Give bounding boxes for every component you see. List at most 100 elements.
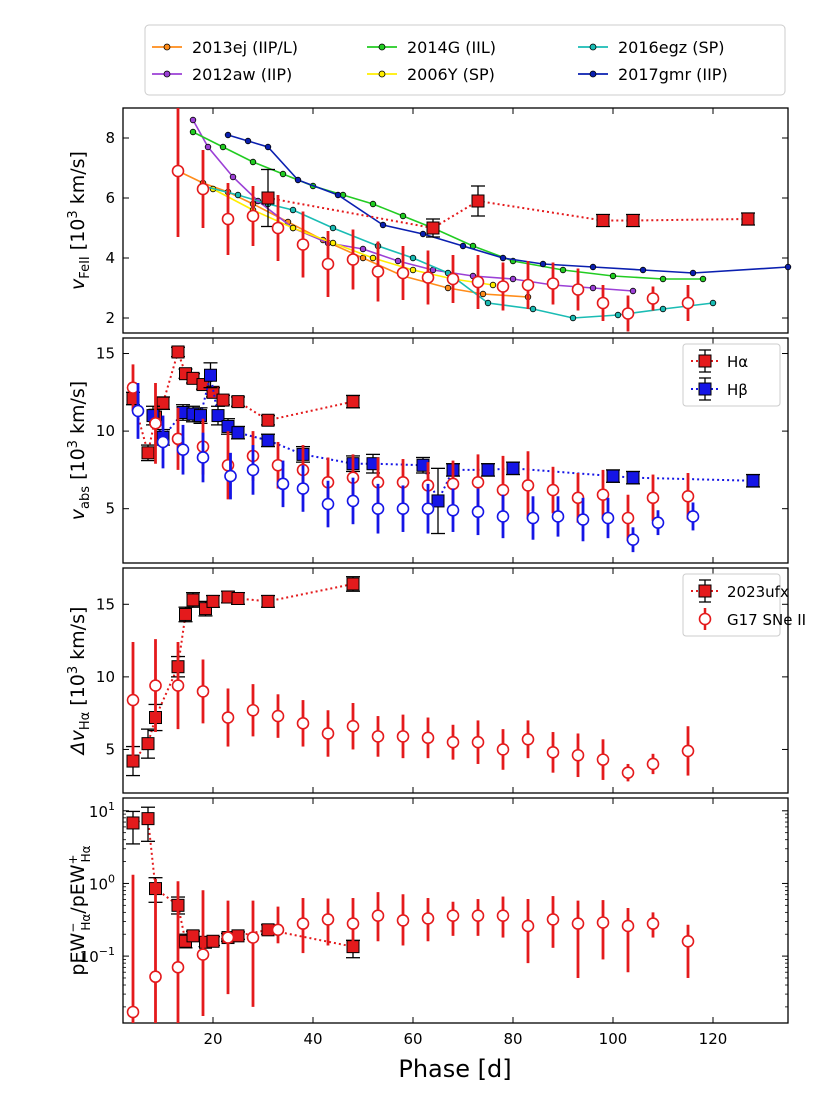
y-axis-label-end: km/s] (67, 151, 89, 210)
data-point (246, 703, 260, 717)
data-point (149, 417, 162, 430)
top-legend-box (144, 24, 786, 96)
data-point (521, 919, 535, 933)
series-g17-sne-ii (126, 639, 695, 782)
data-point (346, 577, 360, 591)
data-point (589, 263, 597, 271)
data-point (244, 137, 252, 145)
x-tick-label: 40 (303, 1030, 322, 1048)
data-point (156, 435, 170, 449)
y-tick-label: 100 (89, 872, 115, 893)
data-point (126, 693, 140, 707)
data-point (126, 816, 140, 830)
data-point (659, 305, 667, 313)
data-point (369, 200, 377, 208)
y-tick-label-exp: −1 (99, 945, 115, 958)
y-tick-label: 6 (105, 189, 115, 207)
data-point (371, 502, 385, 515)
data-point (196, 451, 210, 464)
data-point (171, 679, 185, 692)
data-point (276, 477, 290, 491)
data-point (224, 469, 237, 483)
data-point (571, 283, 585, 296)
data-point (264, 143, 272, 151)
top-legend-marker (378, 43, 386, 51)
data-point (156, 396, 170, 410)
data-point (446, 272, 460, 286)
data-point (606, 469, 620, 483)
data-point (646, 491, 660, 505)
data-point (271, 923, 285, 937)
data-point (479, 290, 487, 298)
data-point (646, 917, 660, 930)
series-2023ufx (126, 576, 360, 777)
legend-label: Hα (727, 353, 748, 371)
data-point (296, 238, 310, 251)
data-point (446, 503, 460, 517)
y-tick-label: 10 (96, 422, 115, 440)
axes-frame (122, 797, 789, 1024)
data-point (396, 266, 410, 280)
legend-marker (698, 382, 712, 396)
data-point (529, 305, 537, 313)
data-point (521, 732, 535, 746)
data-point (359, 245, 367, 253)
data-point (741, 212, 755, 226)
data-point (496, 280, 510, 293)
data-point (204, 368, 217, 382)
data-point (596, 916, 610, 929)
data-point (261, 594, 275, 608)
data-point (431, 494, 445, 508)
top-legend-marker (163, 70, 171, 78)
data-point (394, 257, 402, 265)
data-point (189, 116, 197, 124)
data-point (141, 812, 155, 826)
data-point (321, 727, 335, 740)
data-point (546, 913, 560, 926)
data-point (206, 934, 220, 948)
data-point (646, 292, 660, 305)
data-point (621, 766, 635, 779)
y-axis-label-sup: − (66, 923, 80, 933)
y-axis-label-end: km/s] (67, 381, 89, 440)
data-point (546, 483, 560, 497)
y-axis-label: vFeII [103 km/s] (66, 151, 93, 290)
data-point (321, 257, 335, 271)
data-point (196, 182, 210, 196)
data-point (346, 719, 360, 733)
data-point (261, 191, 275, 205)
data-point (409, 266, 417, 274)
data-point (621, 307, 635, 320)
data-point (539, 260, 547, 268)
data-point (681, 489, 695, 503)
legend-marker (698, 584, 712, 598)
data-point (681, 744, 695, 758)
data-point (484, 299, 492, 307)
data-point (296, 717, 310, 730)
y-tick-label-base: 10 (89, 875, 108, 893)
top-legend-label: 2017gmr (IIP) (618, 65, 728, 84)
data-point (471, 505, 485, 519)
data-point (686, 510, 700, 523)
data-point (471, 476, 485, 489)
data-point (496, 909, 510, 922)
data-point (596, 296, 610, 310)
data-point (646, 757, 660, 771)
data-point (224, 131, 232, 139)
data-point (246, 209, 260, 223)
data-point (496, 743, 510, 756)
data-point (521, 278, 535, 292)
data-point (421, 731, 435, 745)
data-point (289, 224, 297, 232)
x-tick-label: 60 (403, 1030, 422, 1048)
y-axis-label-sub: abs (78, 486, 93, 509)
data-point (131, 404, 145, 418)
data-point (246, 931, 260, 944)
data-point (149, 970, 162, 984)
data-point (746, 474, 760, 488)
data-point (784, 263, 792, 271)
data-point (379, 221, 387, 229)
